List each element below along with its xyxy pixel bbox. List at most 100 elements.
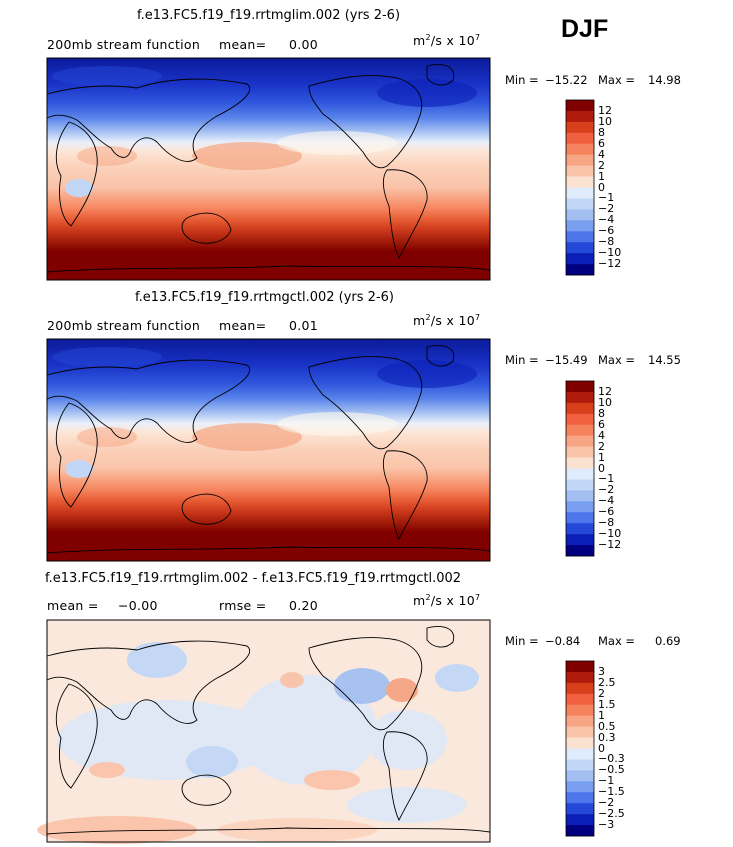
panel-3-min-label: Min =: [505, 634, 539, 648]
anomaly-blob: [217, 818, 377, 842]
colorbar-cell: [566, 490, 594, 502]
colorbar-tick-label: 2.5: [598, 675, 616, 689]
colorbar-tick-label: 10: [598, 114, 612, 128]
anomaly-blob: [237, 675, 377, 785]
panel-3-mean-label: mean =: [47, 598, 99, 613]
colorbar-cell: [566, 154, 594, 166]
colorbar-cell: [566, 264, 594, 276]
colorbar-tick-label: −10: [598, 527, 622, 541]
colorbar-cell: [566, 391, 594, 404]
colorbar-cell: [566, 715, 594, 727]
colorbar-tick-label: −6: [598, 224, 615, 238]
colorbar-tick-label: −6: [598, 505, 615, 519]
colorbar-tick-label: −0.3: [598, 752, 625, 766]
season-label: DJF: [561, 15, 609, 43]
coastline-south-america: [382, 731, 428, 822]
anomaly-blob: [52, 347, 162, 367]
colorbar-tick-label: 10: [598, 395, 612, 409]
anomaly-blob: [377, 79, 477, 107]
coastline-australia: [181, 212, 232, 244]
anomaly-blob: [304, 770, 360, 790]
coastlines: [46, 626, 491, 835]
colorbar-cell: [566, 121, 594, 134]
colorbar-tick-label: −3: [598, 818, 615, 832]
colorbar-tick-label: 1.5: [598, 697, 616, 711]
colorbar-cell: [566, 198, 594, 210]
panel-2-max-label: Max =: [598, 353, 636, 367]
coastline-antarctica: [46, 827, 491, 835]
colorbar-tick-label: 2: [598, 158, 605, 172]
colorbar-cell: [566, 446, 594, 458]
panel-3-mean-value: −0.00: [118, 598, 158, 613]
colorbar-cell: [566, 534, 594, 546]
colorbar-cell: [566, 661, 594, 673]
panel-2-units: m2/s x 107: [413, 313, 480, 328]
coastline-greenland: [426, 64, 455, 86]
colorbar-cell: [566, 110, 594, 123]
colorbar-tick-label: −2: [598, 202, 615, 216]
colorbar-tick-label: 0.3: [598, 730, 616, 744]
colorbar-tick-label: −2.5: [598, 807, 625, 821]
panel-1-max-value: 14.98: [648, 73, 681, 87]
unit-exp: 7: [474, 33, 481, 42]
coastline-south-america: [382, 169, 428, 260]
colorbar-frame: [565, 99, 595, 276]
coastline-antarctica: [46, 265, 491, 273]
unit-exp: 2: [425, 33, 431, 42]
colorbar-cell: [566, 435, 594, 447]
panel-1-variable-label: 200mb stream function: [47, 37, 201, 52]
coastline-antarctica: [46, 546, 491, 554]
panel-2-max-value: 14.55: [648, 353, 681, 367]
coastline-greenland: [426, 626, 455, 648]
colorbar-tick-label: −1: [598, 191, 615, 205]
colorbar-tick-label: −2: [598, 483, 615, 497]
colorbar-cell: [566, 479, 594, 491]
unit-exp: 7: [474, 313, 481, 322]
anomaly-blob: [277, 131, 397, 155]
anomaly-blob: [280, 672, 304, 688]
coastline-north-america: [308, 637, 423, 731]
unit-exp: 2: [425, 593, 431, 602]
colorbar-tick-label: −8: [598, 235, 615, 249]
panel-3-colorbar-ticks: 3 2.5 2 1.5 1 0.5 0.3 0 −0.3 −0.5 −1 −1.5 −2 −2.5 −3: [598, 661, 638, 836]
colorbar-cell: [566, 682, 594, 695]
anomaly-blob: [37, 816, 197, 844]
colorbar-cell: [566, 220, 594, 232]
coastline-north-america: [308, 356, 423, 450]
panel-2-mean-label: mean=: [219, 318, 267, 333]
colorbar-cell: [566, 424, 594, 436]
anomaly-blob: [127, 642, 187, 678]
coastline-north-america: [308, 75, 423, 169]
colorbar-cell: [566, 231, 594, 243]
coastline-greenland: [426, 345, 455, 367]
colorbar-cell: [566, 253, 594, 265]
coastline-eurasia: [46, 640, 250, 724]
panel-3-title: f.e13.FC5.f19_f19.rrtmglim.002 - f.e13.F…: [45, 571, 462, 586]
colorbar-cell: [566, 402, 594, 415]
colorbar-cell: [566, 176, 594, 188]
panel-1-max-label: Max =: [598, 73, 636, 87]
unit-mid: /s x 10: [430, 313, 475, 329]
anomaly-blob: [77, 146, 137, 166]
panel-3-rmse-label: rmse =: [219, 598, 267, 613]
panel-3-max-value: 0.69: [655, 634, 681, 648]
colorbar-cell: [566, 381, 594, 393]
unit-prefix: m: [413, 593, 426, 609]
panel-1-min-value: −15.22: [545, 73, 588, 87]
coastline-australia: [181, 774, 232, 806]
colorbar-tick-label: 1: [598, 450, 605, 464]
colorbar-tick-label: 6: [598, 417, 605, 431]
colorbar-tick-label: −8: [598, 516, 615, 530]
anomaly-blob: [192, 423, 302, 451]
colorbar-cell: [566, 100, 594, 112]
colorbar-tick-label: −4: [598, 213, 615, 227]
colorbar-tick-label: 12: [598, 384, 612, 398]
anomaly-blob: [52, 66, 162, 86]
coastline-africa: [55, 683, 98, 789]
panel-2-map: [46, 338, 491, 562]
colorbar-tick-label: 1: [598, 708, 605, 722]
panel-2-mean-value: 0.01: [289, 318, 319, 333]
colorbar-tick-label: −1: [598, 472, 615, 486]
panel-3-max-label: Max =: [598, 634, 636, 648]
panel-2-title: f.e13.FC5.f19_f19.rrtmgctl.002 (yrs 2-6): [135, 290, 394, 305]
